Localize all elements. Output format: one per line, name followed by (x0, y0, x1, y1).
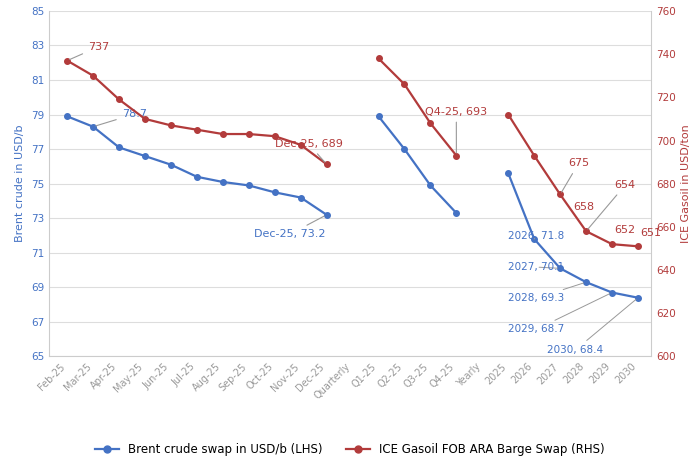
ICE Gasoil FOB ARA Barge Swap (RHS) (218, 131, 227, 137)
Brent crude swap in USD/b (LHS) (323, 212, 331, 218)
Brent crude swap in USD/b (LHS) (141, 153, 149, 159)
Legend: Brent crude swap in USD/b (LHS), ICE Gasoil FOB ARA Barge Swap (RHS): Brent crude swap in USD/b (LHS), ICE Gas… (90, 439, 610, 457)
ICE Gasoil FOB ARA Barge Swap (RHS) (323, 161, 331, 167)
ICE Gasoil FOB ARA Barge Swap (RHS) (63, 58, 71, 64)
Text: 2029, 68.7: 2029, 68.7 (508, 294, 610, 334)
Text: 658: 658 (573, 202, 594, 212)
ICE Gasoil FOB ARA Barge Swap (RHS) (167, 122, 175, 128)
ICE Gasoil FOB ARA Barge Swap (RHS) (271, 133, 279, 139)
Text: 651: 651 (640, 228, 661, 238)
ICE Gasoil FOB ARA Barge Swap (RHS) (244, 131, 253, 137)
Line: Brent crude swap in USD/b (LHS): Brent crude swap in USD/b (LHS) (64, 113, 330, 218)
Text: Dec-25, 73.2: Dec-25, 73.2 (254, 216, 326, 239)
Text: Dec-25, 689: Dec-25, 689 (275, 139, 342, 162)
Text: Q4-25, 693: Q4-25, 693 (426, 106, 487, 153)
Brent crude swap in USD/b (LHS) (271, 190, 279, 195)
Brent crude swap in USD/b (LHS) (193, 174, 201, 180)
Brent crude swap in USD/b (LHS) (244, 183, 253, 188)
Line: ICE Gasoil FOB ARA Barge Swap (RHS): ICE Gasoil FOB ARA Barge Swap (RHS) (64, 58, 330, 167)
Text: 675: 675 (561, 159, 589, 192)
ICE Gasoil FOB ARA Barge Swap (RHS) (89, 73, 97, 79)
ICE Gasoil FOB ARA Barge Swap (RHS) (193, 127, 201, 133)
ICE Gasoil FOB ARA Barge Swap (RHS) (297, 142, 305, 148)
Brent crude swap in USD/b (LHS) (63, 114, 71, 119)
Y-axis label: ICE Gasoil in USD/ton: ICE Gasoil in USD/ton (681, 124, 691, 243)
Text: 2030, 68.4: 2030, 68.4 (547, 299, 636, 355)
Text: 737: 737 (70, 42, 109, 59)
Text: 2028, 69.3: 2028, 69.3 (508, 283, 584, 303)
Text: 652: 652 (615, 225, 636, 235)
Text: 2027, 70.1: 2027, 70.1 (508, 262, 564, 272)
Brent crude swap in USD/b (LHS) (115, 145, 123, 150)
Text: 78.7: 78.7 (96, 109, 147, 126)
Text: 654: 654 (588, 180, 636, 229)
Brent crude swap in USD/b (LHS) (297, 195, 305, 200)
Brent crude swap in USD/b (LHS) (167, 162, 175, 167)
Text: 2026, 71.8: 2026, 71.8 (508, 231, 564, 241)
Brent crude swap in USD/b (LHS) (218, 179, 227, 185)
ICE Gasoil FOB ARA Barge Swap (RHS) (141, 116, 149, 122)
Brent crude swap in USD/b (LHS) (89, 124, 97, 129)
Y-axis label: Brent crude in USD/b: Brent crude in USD/b (15, 125, 25, 243)
ICE Gasoil FOB ARA Barge Swap (RHS) (115, 97, 123, 102)
